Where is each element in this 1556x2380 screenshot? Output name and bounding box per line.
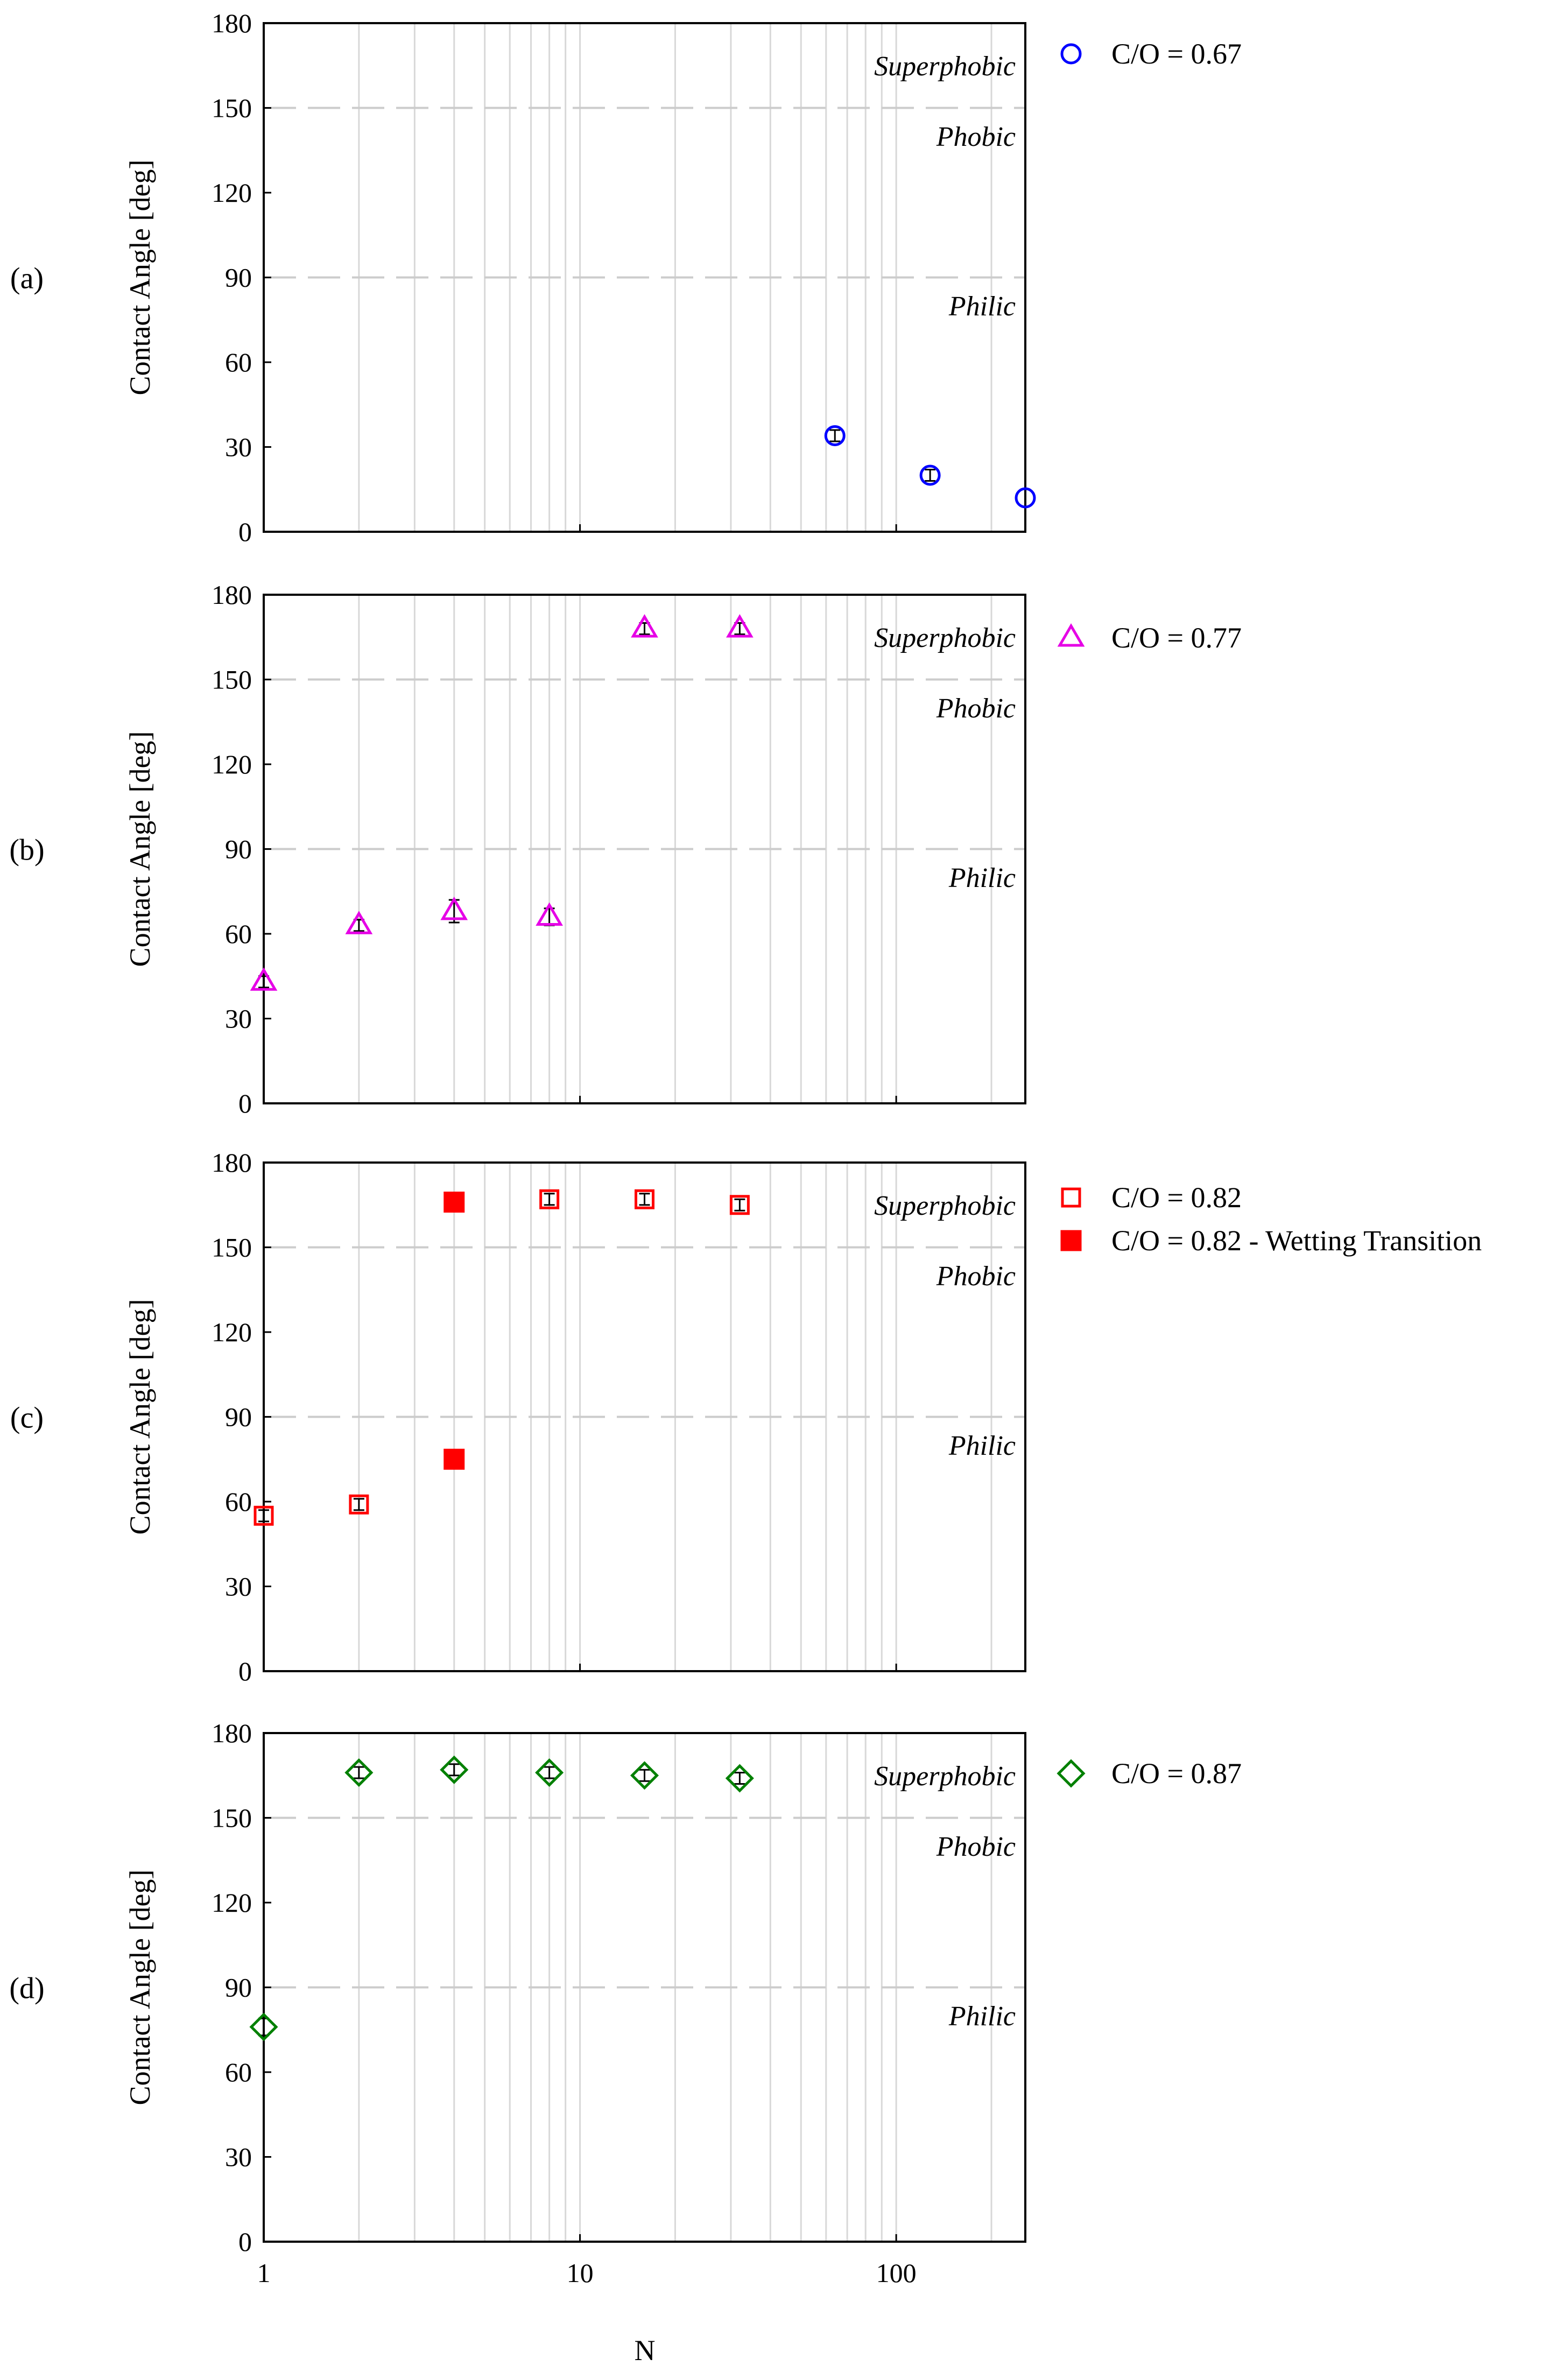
region-label-phobic: Phobic	[936, 1832, 1016, 1862]
x-tick-label: 1	[257, 2258, 271, 2288]
y-tick-label: 30	[225, 2142, 252, 2172]
data-point	[630, 1761, 659, 1790]
data-point	[344, 1758, 374, 1787]
region-label-superphobic: Superphobic	[874, 623, 1016, 653]
y-tick-label: 60	[225, 2057, 252, 2087]
y-tick-label: 180	[212, 580, 252, 610]
data-point	[440, 897, 468, 920]
data-point	[249, 2012, 278, 2041]
y-tick-label: 0	[238, 517, 252, 547]
series-square-filled	[443, 1192, 465, 1470]
y-tick-label: 30	[225, 1572, 252, 1602]
y-tick-label: 90	[225, 263, 252, 293]
panel-label: (d)	[9, 1972, 44, 2005]
region-label-philic: Philic	[948, 1431, 1016, 1461]
series-square-open	[254, 1189, 750, 1526]
data-point	[250, 967, 278, 991]
y-tick-label: 150	[212, 1803, 252, 1833]
y-axis-title: Contact Angle [deg]	[124, 160, 156, 396]
y-tick-label: 0	[238, 1088, 252, 1118]
series-triangle-open	[250, 614, 754, 991]
legend-label: C/O = 0.67	[1111, 38, 1242, 70]
panel-label: (b)	[9, 834, 44, 867]
region-label-phobic: Phobic	[936, 1261, 1016, 1292]
panel-a: 0 30 60 90 120 150 180 Contact Angle [deg] (a) Su…	[10, 8, 1242, 547]
x-tick-label: 100	[876, 2258, 917, 2288]
legend-marker	[1061, 1187, 1081, 1208]
panel-c: 0 30 60 90 120 150 180 Contact Angle [deg] (c) Su…	[10, 1147, 1482, 1686]
region-label-phobic: Phobic	[936, 693, 1016, 724]
region-label-superphobic: Superphobic	[874, 1191, 1016, 1221]
y-axis-title: Contact Angle [deg]	[124, 1870, 156, 2106]
data-point	[726, 614, 754, 638]
legend-label: C/O = 0.77	[1111, 622, 1242, 654]
region-label-superphobic: Superphobic	[874, 51, 1016, 82]
y-tick-label: 120	[212, 1888, 252, 1918]
y-tick-label: 0	[238, 2227, 252, 2257]
y-tick-label: 90	[225, 834, 252, 864]
y-tick-label: 60	[225, 919, 252, 949]
y-tick-label: 120	[212, 749, 252, 779]
region-label-philic: Philic	[948, 2001, 1016, 2032]
data-point	[725, 1764, 754, 1793]
y-tick-label: 150	[212, 665, 252, 695]
legend-marker	[1057, 623, 1085, 647]
data-point	[824, 425, 846, 446]
region-label-superphobic: Superphobic	[874, 1761, 1016, 1792]
data-point	[539, 1189, 560, 1209]
legend-entry: C/O = 0.87	[1057, 1757, 1242, 1790]
y-tick-label: 180	[212, 1718, 252, 1748]
region-label-philic: Philic	[948, 863, 1016, 893]
series-circle-open	[824, 425, 1036, 509]
y-tick-label: 30	[225, 1004, 252, 1034]
y-tick-label: 0	[238, 1656, 252, 1686]
data-point	[254, 1505, 274, 1526]
y-tick-label: 90	[225, 1973, 252, 2003]
x-tick-label: 10	[567, 2258, 594, 2288]
legend-entry: C/O = 0.82	[1061, 1181, 1242, 1214]
region-label-philic: Philic	[948, 291, 1016, 322]
y-tick-label: 60	[225, 347, 252, 377]
data-point	[535, 1758, 564, 1787]
y-tick-label: 60	[225, 1487, 252, 1517]
panel-label: (c)	[10, 1402, 44, 1435]
legend-marker	[1060, 1230, 1082, 1251]
data-point	[345, 911, 373, 934]
legend-label: C/O = 0.87	[1111, 1757, 1242, 1790]
legend-label: C/O = 0.82	[1111, 1181, 1242, 1214]
data-point	[440, 1755, 469, 1784]
data-point	[536, 902, 563, 926]
y-tick-label: 120	[212, 178, 252, 208]
y-tick-label: 30	[225, 432, 252, 462]
data-point	[443, 1192, 465, 1213]
x-axis-title: N	[635, 2334, 656, 2367]
data-point	[349, 1494, 369, 1515]
data-point	[443, 1448, 465, 1470]
legend-marker	[1060, 43, 1082, 65]
data-point	[635, 1189, 654, 1209]
y-tick-label: 120	[212, 1317, 252, 1347]
panel-b: 0 30 60 90 120 150 180 Contact Angle [deg] (b) Su…	[9, 580, 1242, 1118]
legend-entry: C/O = 0.77	[1057, 622, 1242, 654]
data-point	[729, 1195, 750, 1215]
legend-entry: C/O = 0.82 - Wetting Transition	[1060, 1224, 1482, 1257]
y-tick-label: 150	[212, 1233, 252, 1263]
data-point	[919, 464, 941, 486]
legend-marker	[1057, 1759, 1086, 1788]
region-label-phobic: Phobic	[936, 122, 1016, 152]
legend-entry: C/O = 0.67	[1060, 38, 1242, 70]
y-tick-label: 180	[212, 8, 252, 38]
y-tick-label: 150	[212, 93, 252, 123]
y-tick-label: 90	[225, 1402, 252, 1432]
y-axis-title: Contact Angle [deg]	[124, 731, 156, 967]
data-point	[631, 614, 658, 638]
y-axis-title: Contact Angle [deg]	[124, 1299, 156, 1535]
y-tick-label: 180	[212, 1147, 252, 1178]
panel-label: (a)	[10, 262, 44, 295]
legend-label: C/O = 0.82 - Wetting Transition	[1111, 1224, 1482, 1257]
series-diamond-open	[249, 1755, 754, 2041]
data-point	[1015, 487, 1036, 509]
panel-d: 0 30 60 90 120 150 180 Contact Angle [deg] (d) Su…	[9, 1718, 1242, 2367]
